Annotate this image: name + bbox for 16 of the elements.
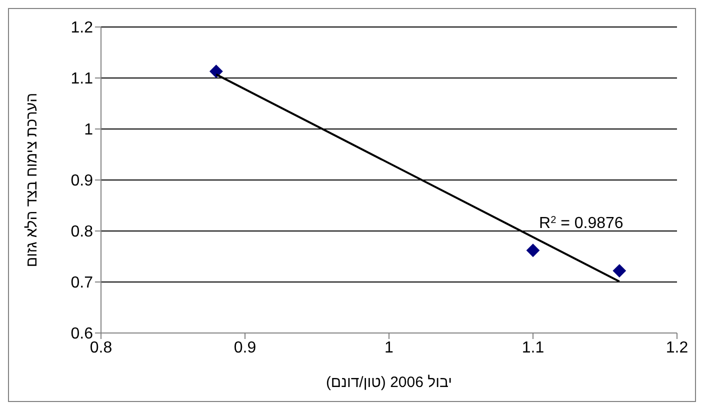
y-tick-label: 1	[84, 122, 94, 139]
point	[210, 64, 223, 78]
y-tick-label: 0.8	[70, 224, 94, 241]
point	[612, 264, 626, 278]
y-tick-label: 0.9	[70, 172, 94, 190]
y-axis-title: הערכת צימוח בצד הלא גזום	[23, 92, 40, 268]
y-tick-label: 1.2	[70, 20, 94, 37]
point	[526, 244, 540, 257]
y-tick-label: 0.7	[70, 274, 94, 292]
x-axis-title: יבול 2006 (טון/דונם)	[326, 374, 452, 391]
x-tick-label: 1.2	[666, 339, 688, 356]
annotation: R$^{2}$ = 0.9876	[539, 214, 624, 232]
x-tick-label: 1	[384, 339, 394, 356]
y-tick-label: 1.1	[70, 70, 94, 88]
x-tick-label: 0.9	[234, 339, 256, 356]
x-tick-label: 1.1	[522, 339, 544, 356]
